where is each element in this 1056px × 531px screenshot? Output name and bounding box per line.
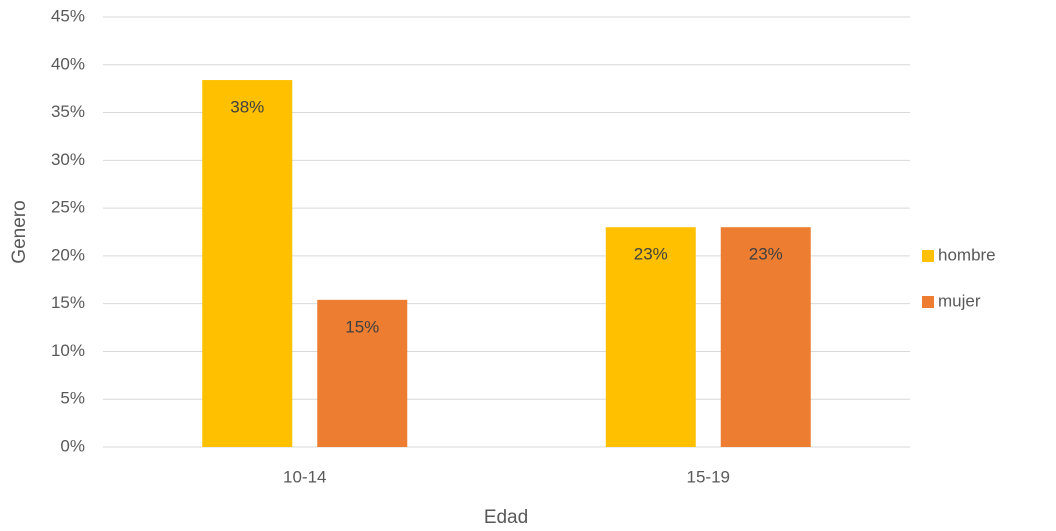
bar xyxy=(720,227,811,447)
bar xyxy=(202,80,293,448)
data-label: 23% xyxy=(634,245,668,264)
bar xyxy=(605,227,696,447)
legend-label: mujer xyxy=(938,291,981,310)
y-tick-label: 45% xyxy=(51,6,85,25)
y-tick-label: 15% xyxy=(51,293,85,312)
legend-swatch xyxy=(922,250,934,262)
bar xyxy=(317,299,408,447)
y-tick-label: 25% xyxy=(51,198,85,217)
y-tick-label: 35% xyxy=(51,102,85,121)
y-tick-label: 30% xyxy=(51,150,85,169)
legend-label: hombre xyxy=(938,245,996,264)
y-axis-title: Genero xyxy=(9,200,30,263)
x-tick-label: 10-14 xyxy=(283,467,326,486)
data-label: 15% xyxy=(345,317,379,336)
x-tick-label: 15-19 xyxy=(687,467,730,486)
y-tick-label: 0% xyxy=(60,436,85,455)
y-tick-label: 20% xyxy=(51,245,85,264)
y-tick-label: 10% xyxy=(51,341,85,360)
data-label: 38% xyxy=(230,98,264,117)
x-axis-title: Edad xyxy=(484,507,528,528)
legend-swatch xyxy=(922,296,934,308)
data-label: 23% xyxy=(749,245,783,264)
y-tick-label: 40% xyxy=(51,54,85,73)
y-tick-label: 5% xyxy=(60,389,85,408)
